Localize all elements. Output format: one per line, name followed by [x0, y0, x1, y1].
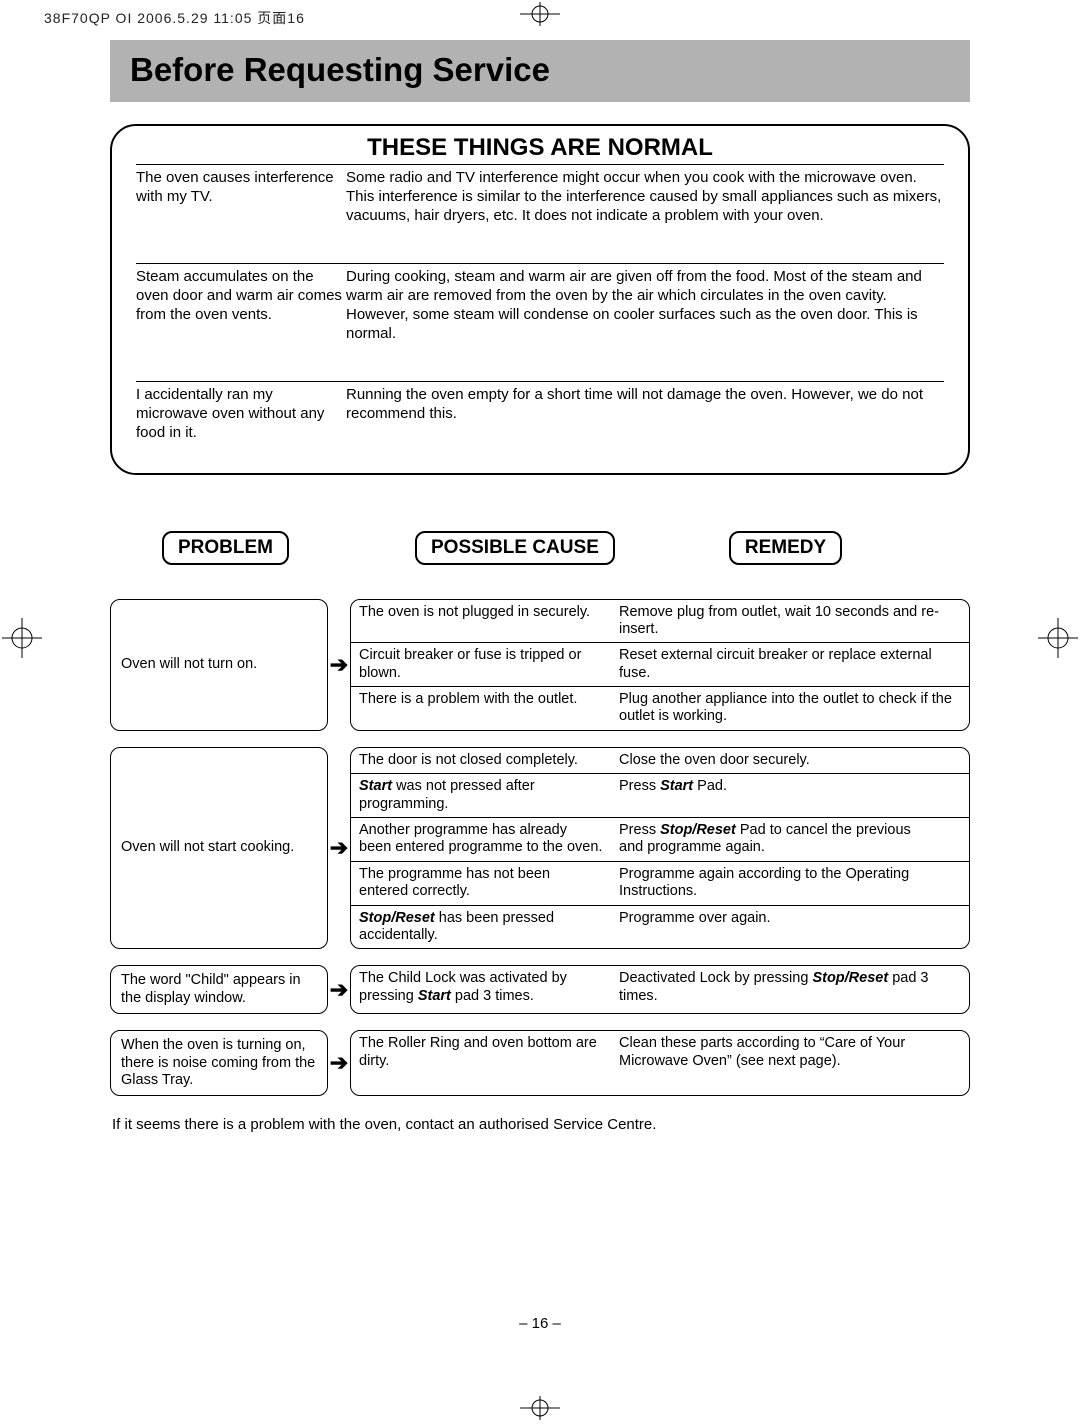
normal-issue: The oven causes interference with my TV. [136, 169, 346, 225]
normal-explanation: Some radio and TV interference might occ… [346, 169, 944, 225]
troubleshoot-headers: PROBLEM POSSIBLE CAUSE REMEDY [110, 531, 970, 565]
footnote: If it seems there is a problem with the … [110, 1116, 970, 1133]
remedy-text: Deactivated Lock by pressing Stop/Reset … [611, 966, 969, 1009]
normal-issue: Steam accumulates on the oven door and w… [136, 268, 346, 343]
troubleshoot-block: Oven will not start cooking.➔The door is… [110, 747, 970, 950]
header-remedy: REMEDY [729, 531, 842, 565]
remedy-text: Plug another appliance into the outlet t… [611, 687, 969, 730]
causes-box: The Child Lock was activated by pressing… [350, 965, 970, 1014]
remedy-text: Programme again according to the Operati… [611, 862, 969, 905]
cause-row: Circuit breaker or fuse is tripped or bl… [351, 643, 969, 687]
print-meta: 38F70QP OI 2006.5.29 11:05 页面16 [44, 8, 305, 28]
causes-box: The oven is not plugged in securely.Remo… [350, 599, 970, 731]
cause-row: Stop/Reset has been pressed accidentally… [351, 906, 969, 949]
causes-box: The door is not closed completely.Close … [350, 747, 970, 950]
cause-text: The door is not closed completely. [351, 748, 611, 773]
normal-row: I accidentally ran my microwave oven wit… [136, 381, 944, 452]
header-cause: POSSIBLE CAUSE [415, 531, 615, 565]
cause-text: There is a problem with the outlet. [351, 687, 611, 730]
troubleshoot-block: The word "Child" appears in the display … [110, 965, 970, 1014]
header-problem: PROBLEM [162, 531, 289, 565]
normal-things-box: THESE THINGS ARE NORMAL The oven causes … [110, 124, 970, 475]
problem-box: When the oven is turning on, there is no… [110, 1030, 328, 1096]
problem-box: Oven will not turn on. [110, 599, 328, 731]
normal-row: Steam accumulates on the oven door and w… [136, 263, 944, 353]
title-bar: Before Requesting Service [110, 40, 970, 102]
arrow-icon: ➔ [328, 965, 350, 1014]
cause-row: Another programme has already been enter… [351, 818, 969, 862]
remedy-text: Press Stop/Reset Pad to cancel the previ… [611, 818, 969, 861]
cause-row: The door is not closed completely.Close … [351, 748, 969, 774]
cause-row: The programme has not been entered corre… [351, 862, 969, 906]
cause-row: The oven is not plugged in securely.Remo… [351, 600, 969, 644]
cause-row: The Child Lock was activated by pressing… [351, 966, 969, 1009]
page-content: Before Requesting Service THESE THINGS A… [110, 40, 970, 1133]
cause-text: The oven is not plugged in securely. [351, 600, 611, 643]
cause-text: Stop/Reset has been pressed accidentally… [351, 906, 611, 949]
arrow-icon: ➔ [328, 599, 350, 731]
normal-explanation: Running the oven empty for a short time … [346, 386, 944, 442]
remedy-text: Reset external circuit breaker or replac… [611, 643, 969, 686]
cause-text: Circuit breaker or fuse is tripped or bl… [351, 643, 611, 686]
arrow-icon: ➔ [328, 1030, 350, 1096]
cause-row: There is a problem with the outlet.Plug … [351, 687, 969, 730]
normal-issue: I accidentally ran my microwave oven wit… [136, 386, 346, 442]
cause-row: The Roller Ring and oven bottom are dirt… [351, 1031, 969, 1074]
troubleshoot-block: When the oven is turning on, there is no… [110, 1030, 970, 1096]
cause-text: Another programme has already been enter… [351, 818, 611, 861]
remedy-text: Clean these parts according to “Care of … [611, 1031, 969, 1074]
page-number: – 16 – [519, 1315, 561, 1332]
cause-text: The Roller Ring and oven bottom are dirt… [351, 1031, 611, 1074]
problem-box: Oven will not start cooking. [110, 747, 328, 950]
crop-mark-bottom-icon [510, 1396, 570, 1420]
normal-row: The oven causes interference with my TV.… [136, 164, 944, 235]
arrow-icon: ➔ [328, 747, 350, 950]
cause-text: The Child Lock was activated by pressing… [351, 966, 611, 1009]
remedy-text: Programme over again. [611, 906, 969, 949]
cause-text: Start was not pressed after programming. [351, 774, 611, 817]
normal-heading: THESE THINGS ARE NORMAL [136, 134, 944, 162]
cause-text: The programme has not been entered corre… [351, 862, 611, 905]
page-title: Before Requesting Service [130, 51, 950, 89]
troubleshoot-block: Oven will not turn on.➔The oven is not p… [110, 599, 970, 731]
crop-mark-left-icon [2, 618, 42, 658]
remedy-text: Remove plug from outlet, wait 10 seconds… [611, 600, 969, 643]
normal-explanation: During cooking, steam and warm air are g… [346, 268, 944, 343]
crop-mark-top-icon [510, 2, 570, 26]
remedy-text: Press Start Pad. [611, 774, 969, 817]
remedy-text: Close the oven door securely. [611, 748, 969, 773]
problem-box: The word "Child" appears in the display … [110, 965, 328, 1014]
causes-box: The Roller Ring and oven bottom are dirt… [350, 1030, 970, 1096]
troubleshoot-section: Oven will not turn on.➔The oven is not p… [110, 599, 970, 1097]
cause-row: Start was not pressed after programming.… [351, 774, 969, 818]
crop-mark-right-icon [1038, 618, 1078, 658]
